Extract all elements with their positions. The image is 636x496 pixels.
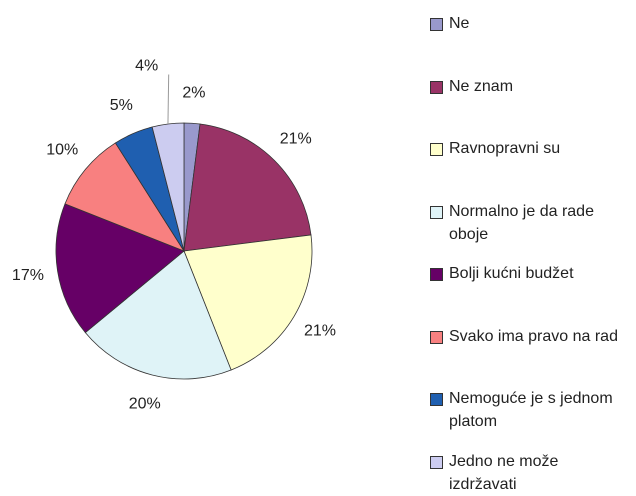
data-label: 4% bbox=[135, 58, 158, 75]
pie-slice bbox=[183, 123, 312, 252]
legend-label: Nemoguće je s jednom platom bbox=[449, 390, 613, 430]
legend-swatch bbox=[430, 80, 443, 94]
legend-item: Normalno je da rade oboje bbox=[430, 202, 630, 246]
legend-item: Ne bbox=[430, 14, 630, 35]
legend-swatch bbox=[430, 268, 443, 281]
legend-item: Bolji kućni budžet bbox=[430, 264, 630, 285]
legend-swatch bbox=[430, 143, 443, 156]
data-label: 21% bbox=[304, 323, 336, 340]
legend-item: Ravnopravni su bbox=[430, 139, 630, 160]
legend-swatch bbox=[430, 455, 443, 469]
legend-item: Nemoguće je s jednom platom bbox=[430, 389, 630, 433]
data-label: 21% bbox=[280, 130, 312, 147]
legend-item: Svako ima pravo na rad bbox=[430, 327, 630, 348]
legend-label: Jedno ne može izdržavati bbox=[449, 452, 559, 493]
legend-item: Jedno ne može izdržavati bbox=[430, 452, 630, 496]
data-label: 20% bbox=[129, 395, 161, 412]
legend-label: Ne bbox=[449, 15, 470, 32]
data-label: 17% bbox=[12, 267, 44, 284]
legend-swatch bbox=[430, 393, 443, 406]
pie-slice bbox=[64, 142, 185, 252]
legend-swatch bbox=[430, 205, 443, 219]
data-label: 2% bbox=[182, 85, 205, 102]
pie-slice bbox=[183, 234, 313, 371]
legend-item: Ne znam bbox=[430, 77, 630, 98]
data-label: 10% bbox=[46, 142, 78, 159]
pie-slice bbox=[55, 203, 185, 334]
legend-swatch bbox=[430, 330, 443, 344]
legend-label: Ravnopravni su bbox=[449, 140, 561, 157]
legend-label: Normalno je da rade oboje bbox=[449, 202, 594, 243]
legend-label: Ne znam bbox=[449, 77, 514, 95]
legend-label: Svako ima pravo na rad bbox=[449, 327, 618, 345]
pie-slice bbox=[84, 250, 232, 380]
data-label: 5% bbox=[110, 97, 133, 114]
legend-label: Bolji kućni budžet bbox=[449, 265, 574, 282]
leader-line bbox=[167, 74, 170, 125]
legend-swatch bbox=[430, 18, 443, 31]
